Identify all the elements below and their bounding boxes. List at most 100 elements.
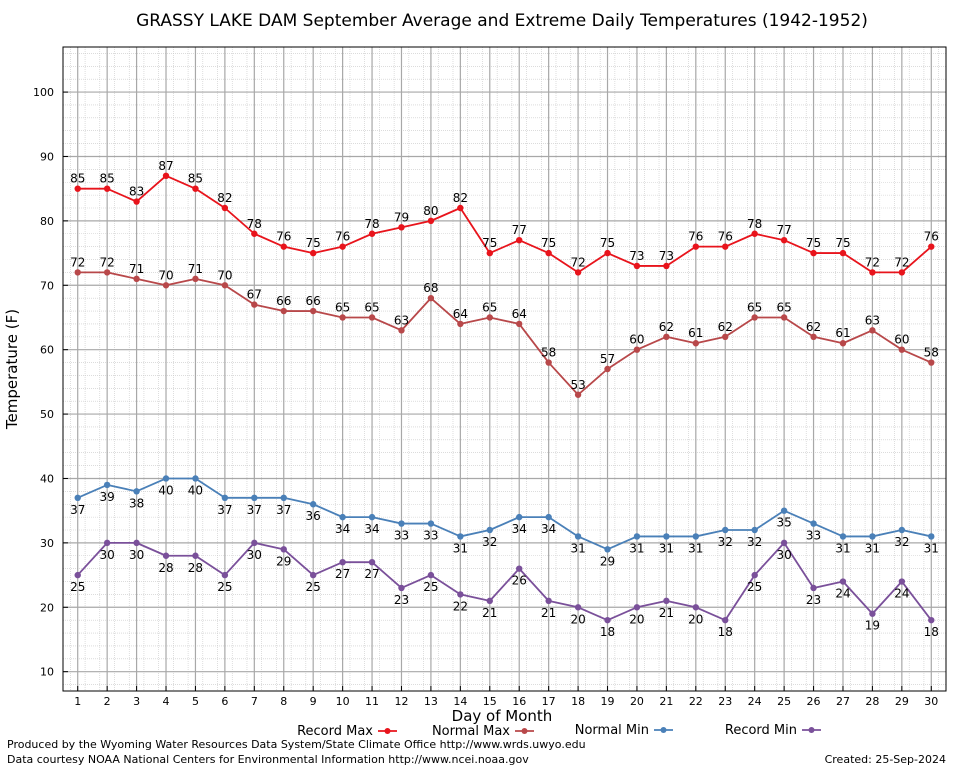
x-tick-label: 24 (748, 695, 762, 708)
y-tick-label: 30 (40, 537, 54, 550)
data-point-record-min (398, 584, 405, 592)
data-label-normal-max: 62 (718, 320, 733, 334)
data-label-record-min: 27 (335, 567, 350, 581)
data-label-normal-max: 64 (453, 307, 468, 321)
data-label-record-min: 23 (806, 593, 821, 607)
data-point-normal-min (251, 494, 258, 501)
footer-created-date: Created: 25-Sep-2024 (824, 753, 946, 766)
data-point-record-min (280, 546, 287, 553)
x-tick-label: 21 (659, 695, 673, 708)
series-line-record-max (77, 174, 932, 274)
data-label-record-min: 18 (600, 625, 615, 639)
data-label-normal-max: 53 (570, 378, 585, 392)
data-point-normal-max (221, 282, 229, 289)
data-label-normal-max: 60 (629, 333, 644, 347)
series-line-record-min (77, 541, 932, 622)
data-point-normal-min (192, 475, 199, 482)
data-point-normal-max (604, 365, 611, 373)
data-point-record-max (486, 249, 493, 257)
x-tick-label: 28 (865, 695, 879, 708)
x-tick-label: 22 (689, 695, 703, 708)
data-label-record-min: 25 (70, 580, 85, 594)
data-label-normal-min: 34 (541, 522, 556, 536)
data-label-normal-min: 34 (335, 522, 350, 536)
data-label-normal-max: 64 (512, 307, 527, 321)
data-label-record-min: 25 (423, 580, 438, 594)
data-point-normal-min (722, 526, 729, 534)
data-point-record-max (74, 185, 81, 192)
data-point-normal-max (74, 269, 81, 276)
data-label-normal-max: 65 (747, 300, 762, 314)
data-label-normal-max: 65 (482, 300, 497, 314)
data-point-normal-max (280, 307, 287, 315)
x-tick-label: 7 (251, 695, 258, 708)
data-point-normal-min (604, 546, 611, 553)
data-label-normal-min: 35 (776, 516, 791, 530)
x-tick-label: 15 (483, 695, 497, 708)
data-label-record-min: 23 (394, 593, 409, 607)
data-point-record-max (898, 269, 906, 276)
data-point-record-min (780, 539, 788, 547)
data-point-normal-max (339, 314, 346, 321)
data-label-normal-max: 65 (776, 300, 791, 314)
data-label-record-max: 85 (188, 172, 203, 186)
data-label-normal-min: 33 (394, 529, 409, 543)
data-label-normal-min: 32 (718, 535, 733, 549)
data-point-record-min (221, 571, 229, 579)
x-axis-ticks: 1 2 3 4 5 6 7 8 9 10 11 12 13 14 15 16 17 18 19 20 21 22 23 24 2… (74, 686, 938, 708)
data-point-normal-max (751, 314, 758, 321)
legend-marker-record-max (384, 728, 391, 734)
data-point-normal-max (133, 275, 140, 283)
data-label-record-min: 20 (629, 612, 644, 626)
data-label-record-max: 76 (335, 230, 350, 244)
data-label-normal-max: 63 (865, 313, 880, 327)
data-point-record-min (928, 616, 935, 624)
data-point-normal-min (516, 513, 523, 521)
data-point-record-max (751, 230, 758, 237)
x-tick-label: 25 (777, 695, 791, 708)
data-point-normal-max (545, 359, 552, 366)
data-point-normal-min (162, 475, 170, 482)
data-label-record-max: 78 (247, 217, 262, 231)
data-point-normal-max (898, 346, 906, 353)
data-point-record-min (427, 571, 435, 579)
data-point-record-max (810, 249, 817, 257)
data-label-normal-max: 66 (276, 294, 291, 308)
data-label-record-min: 19 (865, 619, 880, 633)
data-label-normal-max: 65 (335, 300, 350, 314)
data-label-record-min: 27 (364, 567, 379, 581)
data-label-record-min: 24 (894, 587, 909, 601)
data-label-record-min: 21 (482, 606, 497, 620)
data-point-record-min (633, 604, 641, 611)
data-point-record-max (192, 185, 199, 192)
data-label-record-min: 20 (570, 612, 585, 626)
data-label-normal-min: 37 (70, 503, 85, 517)
data-point-normal-min (869, 533, 876, 540)
data-point-normal-min (839, 533, 847, 540)
data-label-normal-max: 57 (600, 352, 615, 366)
data-label-normal-min: 31 (688, 541, 703, 555)
data-label-record-min: 18 (924, 625, 939, 639)
data-point-normal-max (309, 307, 317, 315)
data-label-record-min: 28 (188, 561, 203, 575)
data-label-record-min: 20 (688, 612, 703, 626)
data-point-record-max (928, 243, 935, 250)
data-point-normal-max (692, 340, 700, 347)
data-label-record-max: 73 (629, 249, 644, 263)
data-point-record-max (162, 172, 170, 179)
data-label-normal-max: 70 (158, 268, 173, 282)
data-label-record-max: 87 (158, 159, 173, 173)
data-point-record-max (839, 249, 847, 257)
data-label-normal-max: 60 (894, 333, 909, 347)
data-label-record-max: 78 (364, 217, 379, 231)
data-point-record-max (663, 262, 670, 270)
data-label-record-min: 25 (306, 580, 321, 594)
data-label-record-max: 82 (217, 191, 232, 205)
data-point-normal-min (457, 533, 464, 540)
data-point-normal-min (810, 520, 817, 527)
data-point-normal-min (574, 533, 582, 540)
data-point-record-min (692, 604, 700, 611)
footer-data-courtesy: Data courtesy NOAA National Centers for … (7, 753, 529, 766)
data-label-record-max: 72 (865, 255, 880, 269)
